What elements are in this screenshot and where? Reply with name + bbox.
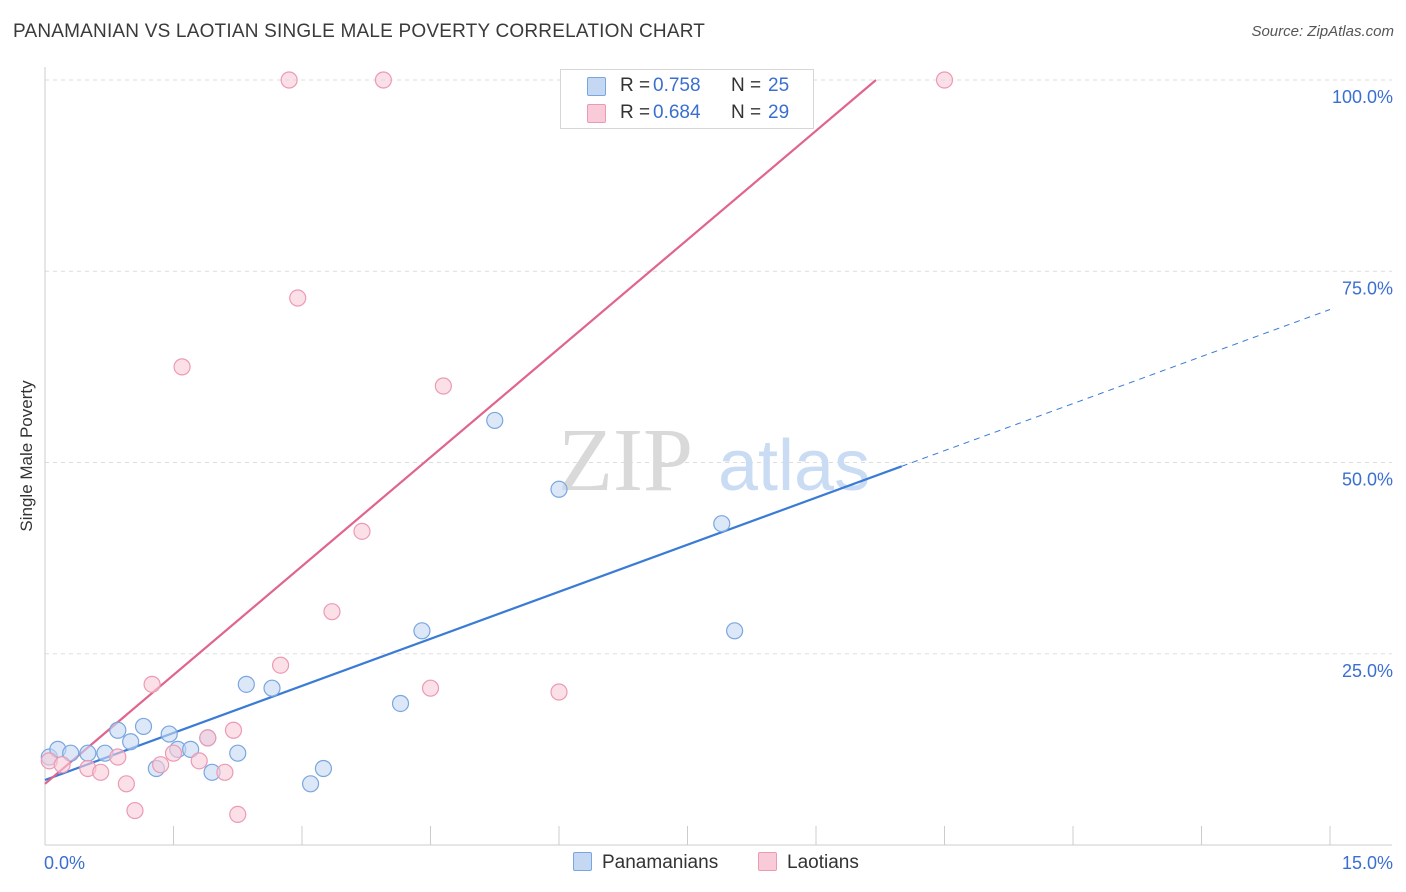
laotian-point: [190, 752, 208, 770]
legend-label: Laotians: [787, 852, 859, 873]
panamanian-point: [263, 679, 281, 697]
laotian-point: [92, 763, 110, 781]
panamanian-trend-extension: [901, 309, 1331, 467]
laotian-point: [216, 763, 234, 781]
panamanian-point: [237, 675, 255, 693]
laotian-point: [229, 805, 247, 824]
panamanian-point: [301, 775, 320, 793]
legend-n-value: 25: [768, 75, 790, 96]
panamanian-point: [134, 717, 153, 736]
panamanian-trend-line: [44, 465, 903, 782]
x-tick-label-min: 0.0%: [44, 853, 85, 873]
panamanian-point: [726, 622, 744, 640]
laotian-point: [550, 683, 568, 701]
laotian-point: [199, 729, 217, 747]
panamanian-point: [79, 744, 97, 762]
watermark-atlas: atlas: [718, 426, 870, 506]
laotian-point: [374, 71, 392, 89]
legend-r-value: 0.758: [653, 75, 701, 96]
laotian-point: [935, 71, 954, 89]
axes: [44, 67, 1392, 846]
panamanian-point: [122, 733, 140, 751]
watermark-zip: ZIP: [558, 411, 693, 510]
legend-n-value: 29: [768, 102, 790, 123]
panamanian-point: [62, 744, 80, 762]
laotian-point: [289, 289, 307, 307]
laotian-point: [117, 775, 135, 793]
panamanian-point: [486, 411, 504, 430]
legend-swatch-pink: [758, 852, 777, 871]
panamanian-point: [109, 721, 127, 739]
tick-labels: 100.0% 75.0% 50.0% 25.0% 0.0% 15.0%: [44, 87, 1393, 873]
grid-lines: [45, 79, 1392, 655]
laotian-point: [143, 675, 161, 693]
laotian-trend-line: [44, 79, 877, 785]
bottom-legend-panamanians[interactable]: Panamanians: [573, 852, 718, 874]
laotian-point: [109, 748, 127, 766]
laotian-point: [323, 603, 341, 621]
legend-r-value: 0.684: [653, 102, 701, 123]
laotian-point: [353, 522, 371, 540]
laotian-point: [271, 656, 290, 674]
legend-r-label: R =: [620, 75, 651, 96]
legend-swatch-blue: [573, 852, 592, 871]
legend-n-label: N =: [731, 102, 762, 123]
laotian-point: [53, 756, 71, 774]
laotian-point: [224, 721, 243, 739]
y-tick-label: 25.0%: [1342, 661, 1393, 681]
data-points: [40, 71, 954, 824]
laotian-point: [152, 756, 170, 774]
watermark: ZIP atlas: [558, 411, 870, 510]
panamanian-point: [413, 622, 431, 640]
panamanian-point: [713, 515, 731, 533]
x-tick-label-max: 15.0%: [1342, 853, 1393, 873]
panamanian-point: [160, 725, 178, 743]
panamanian-point: [314, 759, 333, 778]
legend-label: Panamanians: [602, 852, 719, 873]
y-axis-label: Single Male Poverty: [17, 380, 36, 532]
legend-n-label: N =: [731, 75, 762, 96]
bottom-legend-laotians[interactable]: Laotians: [758, 852, 859, 874]
y-tick-label: 75.0%: [1342, 278, 1393, 298]
panamanian-point: [229, 744, 247, 762]
laotian-point: [126, 801, 144, 820]
legend-swatch-pink: [587, 104, 606, 123]
panamanian-point: [391, 694, 410, 713]
chart-title: PANAMANIAN VS LAOTIAN SINGLE MALE POVERT…: [13, 21, 706, 42]
laotian-point: [173, 358, 191, 376]
panamanian-point: [550, 480, 568, 498]
trend-lines: [44, 79, 1331, 785]
laotian-point: [434, 377, 452, 395]
y-tick-label: 100.0%: [1332, 87, 1393, 107]
legend-r-label: R =: [620, 102, 651, 123]
correlation-legend: R = 0.758 N = 25 R = 0.684 N = 29: [560, 69, 814, 129]
chart-source: Source: ZipAtlas.com: [1251, 23, 1394, 40]
laotian-point: [280, 71, 298, 89]
panamanian-point: [182, 740, 200, 758]
laotian-point: [164, 744, 183, 762]
y-tick-label: 50.0%: [1342, 470, 1393, 490]
laotian-point: [421, 679, 440, 697]
legend-swatch-blue: [587, 77, 606, 96]
